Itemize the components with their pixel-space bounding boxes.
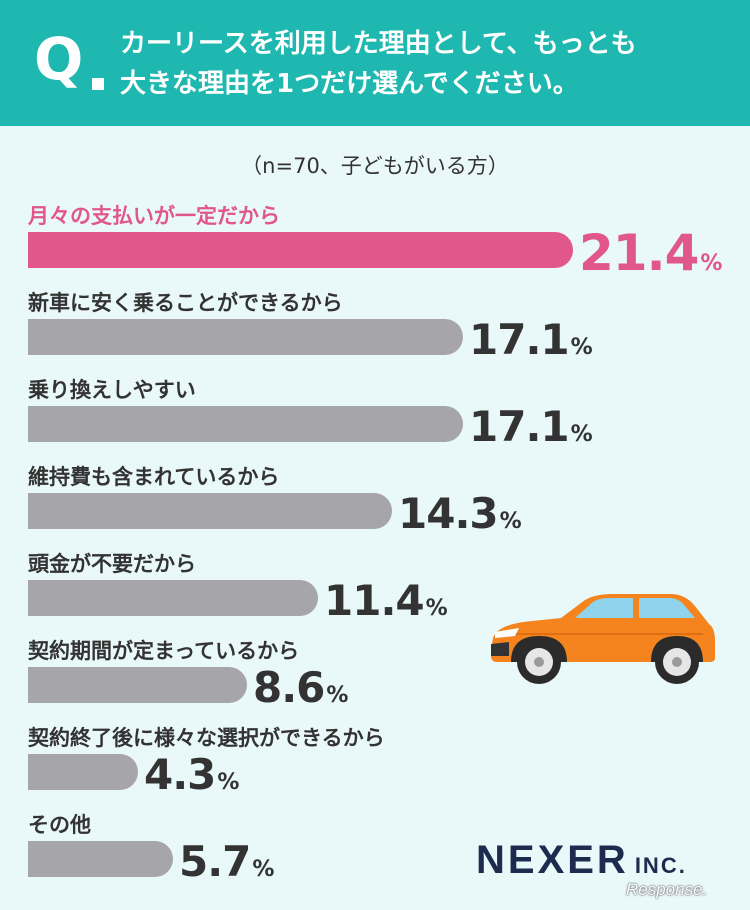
bar [28,319,463,355]
value-label: 21.4% [579,228,722,278]
value-number: 14.3 [398,489,499,538]
value-unit: % [570,422,593,447]
bar [28,232,573,268]
category-label: 乗り換えしやすい [28,378,196,402]
sample-size-note: （n=70、子どもがいる方） [241,154,509,178]
question-line-2: 大きな理由を1つだけ選んでください。 [120,69,579,99]
value-number: 17.1 [469,315,570,364]
value-unit: % [326,683,349,708]
value-number: 4.3 [144,750,216,799]
bar [28,406,463,442]
value-label: 14.3% [398,493,522,535]
category-label: 新車に安く乗ることができるから [28,291,343,315]
value-label: 8.6% [253,667,348,709]
bar [28,754,138,790]
value-number: 8.6 [253,663,325,712]
question-header: Q カーリースを利用した理由として、もっとも 大きな理由を1つだけ選んでください… [0,0,750,126]
value-unit: % [252,857,275,882]
category-label: その他 [28,813,91,837]
response-watermark: Response. [626,880,708,899]
question-line-1: カーリースを利用した理由として、もっとも [120,29,637,59]
bar [28,667,247,703]
value-unit: % [570,335,593,360]
value-label: 17.1% [469,319,593,361]
value-number: 11.4 [324,576,425,625]
category-label: 頭金が不要だから [28,552,196,576]
value-number: 21.4 [579,224,699,282]
bar [28,841,173,877]
value-label: 17.1% [469,406,593,448]
category-label: 契約期間が定まっているから [28,639,300,663]
orange-suv-icon [491,594,715,684]
value-unit: % [217,770,240,795]
question-text: カーリースを利用した理由として、もっとも 大きな理由を1つだけ選んでください。 [120,24,735,104]
value-number: 17.1 [469,402,570,451]
value-unit: % [700,251,723,276]
category-label: 維持費も含まれているから [28,465,280,489]
value-unit: % [499,509,522,534]
value-label: 5.7% [179,841,274,883]
category-label: 契約終了後に様々な選択ができるから [28,726,385,750]
q-mark: Q [34,25,84,93]
q-dot [92,78,104,90]
value-label: 11.4% [324,580,448,622]
value-label: 4.3% [144,754,239,796]
logo-suffix: INC. [634,853,687,878]
logo-main: NEXER [476,838,629,882]
nexer-logo: NEXER INC. [476,838,687,883]
value-unit: % [425,596,448,621]
bar [28,580,318,616]
value-number: 5.7 [179,837,251,886]
bar [28,493,392,529]
category-label: 月々の支払いが一定だから [28,204,280,228]
